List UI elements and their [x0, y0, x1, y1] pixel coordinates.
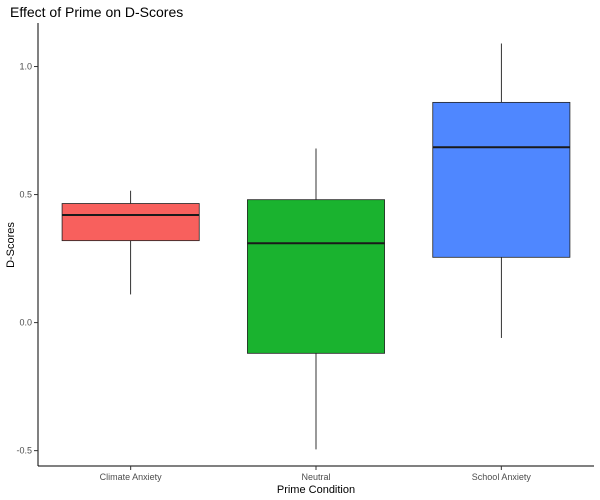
box-group: [61, 190, 200, 295]
y-tick-label: 0.0: [19, 318, 32, 328]
y-axis-ticks: -0.5 0.0 0.5 1.0: [16, 62, 38, 456]
box: [247, 199, 385, 354]
x-axis-ticks: Climate Anxiety Neutral School Anxiety: [100, 466, 532, 482]
x-axis-title: Prime Condition: [277, 484, 355, 496]
y-tick-label: 0.5: [19, 190, 32, 200]
x-tick-label: School Anxiety: [472, 472, 532, 482]
box: [61, 203, 200, 242]
box-group: [247, 148, 385, 450]
x-tick-label: Climate Anxiety: [100, 472, 163, 482]
plot-area: [61, 43, 571, 450]
y-tick-label: 1.0: [19, 62, 32, 72]
x-tick-label: Neutral: [301, 472, 330, 482]
box-group: [432, 43, 571, 338]
chart-title: Effect of Prime on D-Scores: [10, 4, 183, 20]
y-axis-title: D-Scores: [5, 222, 17, 268]
box: [432, 101, 571, 258]
y-tick-label: -0.5: [16, 446, 32, 456]
